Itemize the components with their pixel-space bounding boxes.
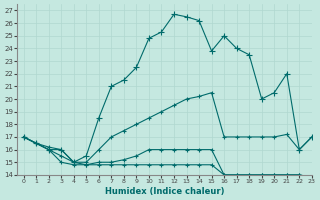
X-axis label: Humidex (Indice chaleur): Humidex (Indice chaleur) xyxy=(105,187,224,196)
